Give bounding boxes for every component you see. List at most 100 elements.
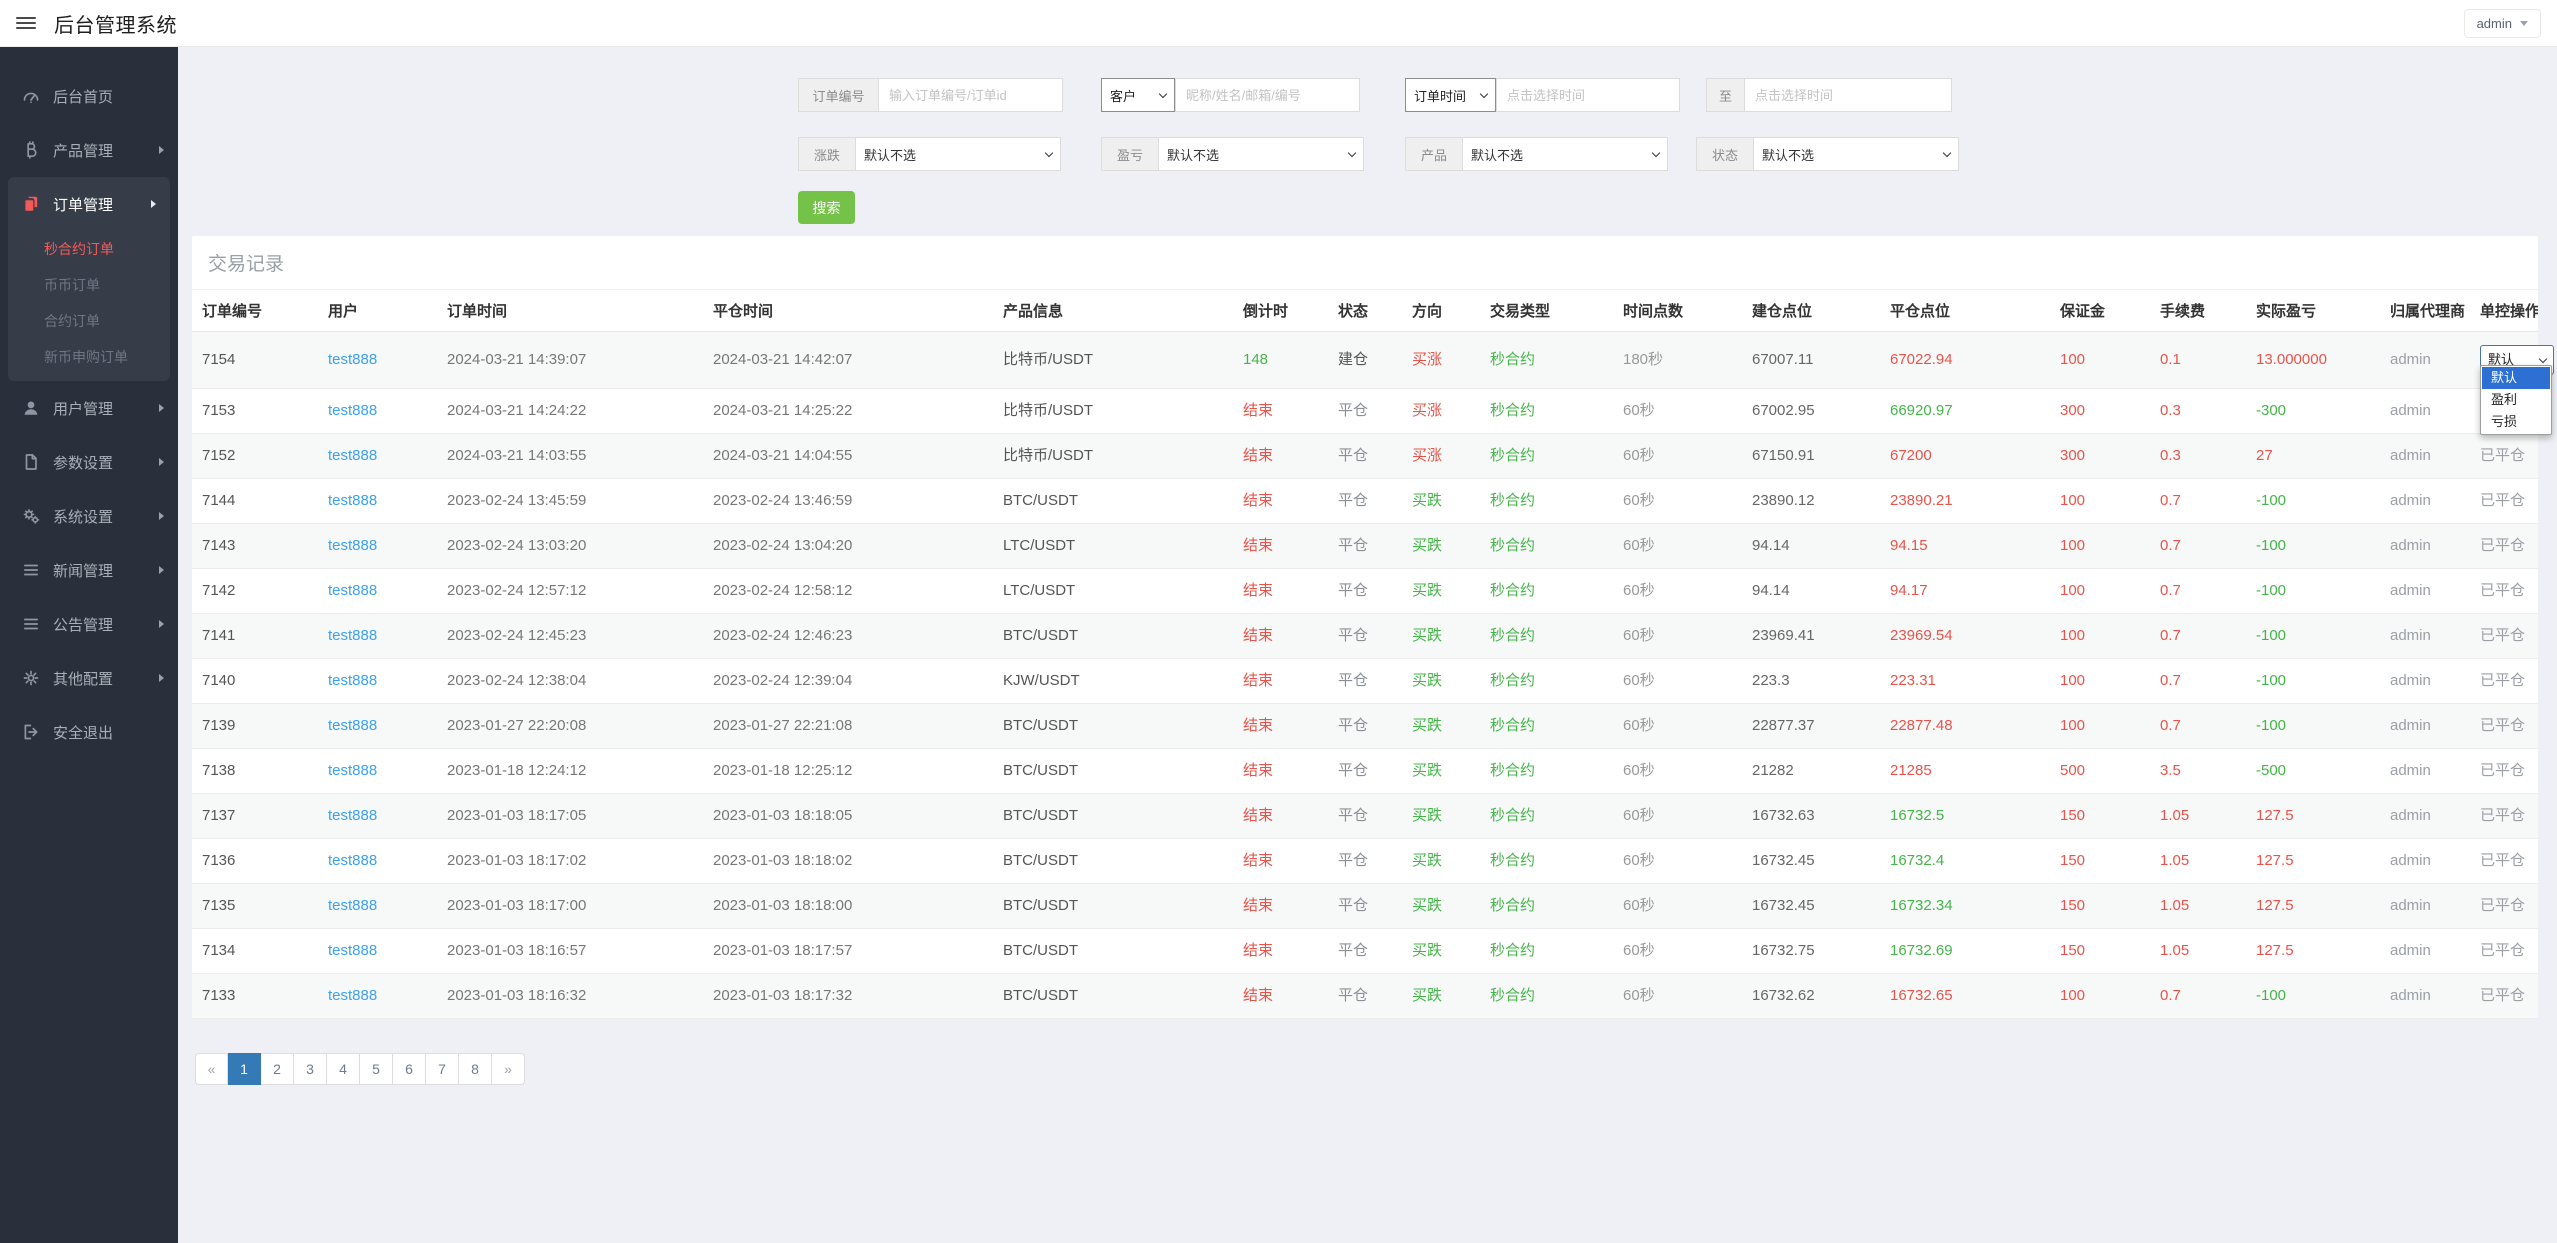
control-dropdown-menu: 默认盈利亏损 xyxy=(2480,365,2552,435)
pagination-next[interactable]: » xyxy=(492,1053,525,1085)
margin: 150 xyxy=(2060,852,2086,869)
cell-close-time: 2023-01-03 18:17:32 xyxy=(703,973,993,1019)
sidebar-item-contract-orders[interactable]: 合约订单 xyxy=(44,313,100,329)
user-link[interactable]: test888 xyxy=(328,447,378,464)
chevron-down-icon xyxy=(1158,89,1168,98)
dropdown-option[interactable]: 盈利 xyxy=(2491,392,2518,407)
time-to-input[interactable] xyxy=(1744,78,1952,112)
pagination-page[interactable]: 8 xyxy=(459,1053,492,1085)
user-link[interactable]: test888 xyxy=(328,582,378,599)
open-price: 21282 xyxy=(1752,762,1794,779)
fee: 0.7 xyxy=(2160,537,2181,554)
direction: 买跌 xyxy=(1412,942,1443,959)
pagination-page[interactable]: 7 xyxy=(426,1053,459,1085)
close-price: 21285 xyxy=(1890,762,1932,779)
cell-status: 平仓 xyxy=(1328,478,1402,524)
pagination-page[interactable]: 1 xyxy=(228,1053,261,1085)
duration: 60秒 xyxy=(1623,807,1655,824)
sidebar-item-notice[interactable]: 公告管理 xyxy=(0,597,178,651)
time-type-select[interactable]: 订单时间 xyxy=(1405,78,1496,112)
sidebar-item-seconds-contract-orders[interactable]: 秒合约订单 xyxy=(44,241,114,257)
sidebar-item-other[interactable]: 其他配置 xyxy=(0,651,178,705)
product-info: BTC/USDT xyxy=(1003,852,1078,869)
user-link[interactable]: test888 xyxy=(328,897,378,914)
cell-order-id: 7135 xyxy=(192,883,318,929)
control-status: 已平仓 xyxy=(2480,492,2526,509)
search-button[interactable]: 搜索 xyxy=(798,191,855,224)
gear-icon xyxy=(22,669,40,687)
cell-open-price: 16732.63 xyxy=(1742,793,1880,839)
user-link[interactable]: test888 xyxy=(328,627,378,644)
order-id: 7141 xyxy=(202,627,236,644)
cell-margin: 100 xyxy=(2050,568,2150,614)
cell-product-info: 比特币/USDT xyxy=(993,331,1233,389)
sidebar-item-new-coin-subscribe-orders[interactable]: 新币申购订单 xyxy=(44,349,128,365)
user-link[interactable]: test888 xyxy=(328,351,378,368)
close-price: 16732.34 xyxy=(1890,897,1953,914)
profit: -300 xyxy=(2256,402,2287,419)
user-link[interactable]: test888 xyxy=(328,852,378,869)
pagination-page[interactable]: 6 xyxy=(393,1053,426,1085)
sidebar-item-news[interactable]: 新闻管理 xyxy=(0,543,178,597)
pagination-page[interactable]: 2 xyxy=(261,1053,294,1085)
user-link[interactable]: test888 xyxy=(328,492,378,509)
pagination-page[interactable]: 3 xyxy=(294,1053,327,1085)
status-select[interactable]: 默认不选 xyxy=(1753,137,1959,171)
time-from-input[interactable] xyxy=(1496,78,1680,112)
cell-direction: 买跌 xyxy=(1402,478,1480,524)
customer-type-select[interactable]: 客户 xyxy=(1101,78,1175,112)
product-select[interactable]: 默认不选 xyxy=(1462,137,1668,171)
open-price: 16732.62 xyxy=(1752,987,1815,1004)
cell-profit: 127.5 xyxy=(2246,838,2380,884)
agent: admin xyxy=(2390,402,2431,419)
order-id: 7135 xyxy=(202,897,236,914)
updown-select[interactable]: 默认不选 xyxy=(855,137,1061,171)
direction: 买跌 xyxy=(1412,762,1443,779)
sidebar-item-coin-orders[interactable]: 币币订单 xyxy=(44,277,100,293)
sidebar-item-system[interactable]: 系统设置 xyxy=(0,489,178,543)
sidebar-item-users[interactable]: 用户管理 xyxy=(0,381,178,435)
pnl-select[interactable]: 默认不选 xyxy=(1158,137,1364,171)
cell-product-info: BTC/USDT xyxy=(993,748,1233,794)
duration: 60秒 xyxy=(1623,672,1655,689)
user-menu[interactable]: admin xyxy=(2463,8,2541,38)
duration: 60秒 xyxy=(1623,717,1655,734)
cell-open-price: 23969.41 xyxy=(1742,613,1880,659)
cell-margin: 100 xyxy=(2050,703,2150,749)
control-status: 已平仓 xyxy=(2480,897,2526,914)
cell-trade-type: 秒合约 xyxy=(1480,793,1613,839)
pagination: «1 2 3 4 5 6 7 8» xyxy=(195,1053,2538,1085)
user-link[interactable]: test888 xyxy=(328,717,378,734)
user-link[interactable]: test888 xyxy=(328,942,378,959)
pagination-prev[interactable]: « xyxy=(195,1053,228,1085)
dropdown-option[interactable]: 默认 xyxy=(2482,367,2550,389)
pagination-page[interactable]: 5 xyxy=(360,1053,393,1085)
col-header-user: 用户 xyxy=(318,290,437,332)
sidebar-item-home[interactable]: 后台首页 xyxy=(0,69,178,123)
table-row: 7134 test888 2023-01-03 18:16:57 2023-01-03… xyxy=(192,928,2538,974)
user-link[interactable]: test888 xyxy=(328,762,378,779)
sidebar-item-params[interactable]: 参数设置 xyxy=(0,435,178,489)
menu-toggle-icon[interactable] xyxy=(16,17,36,29)
sidebar-item-logout[interactable]: 安全退出 xyxy=(0,705,178,759)
pagination-page[interactable]: 4 xyxy=(327,1053,360,1085)
user-link[interactable]: test888 xyxy=(328,807,378,824)
user-link[interactable]: test888 xyxy=(328,537,378,554)
user-link[interactable]: test888 xyxy=(328,987,378,1004)
cell-user-link: test888 xyxy=(318,523,437,569)
user-link[interactable]: test888 xyxy=(328,672,378,689)
top-header: 后台管理系统 admin xyxy=(0,0,2557,47)
cell-countdown: 结束 xyxy=(1233,478,1328,524)
user-link[interactable]: test888 xyxy=(328,402,378,419)
order-no-input[interactable] xyxy=(878,78,1063,112)
cell-order-time: 2023-02-24 13:03:20 xyxy=(437,523,703,569)
product-info: 比特币/USDT xyxy=(1003,402,1094,419)
trade-type: 秒合约 xyxy=(1490,627,1536,644)
order-id: 7133 xyxy=(202,987,236,1004)
sidebar-item-orders[interactable]: 订单管理 xyxy=(8,177,170,231)
customer-input[interactable] xyxy=(1175,78,1360,112)
cell-status: 平仓 xyxy=(1328,973,1402,1019)
dropdown-option[interactable]: 亏损 xyxy=(2491,414,2518,429)
order-id: 7140 xyxy=(202,672,236,689)
sidebar-item-product[interactable]: 产品管理 xyxy=(0,123,178,177)
